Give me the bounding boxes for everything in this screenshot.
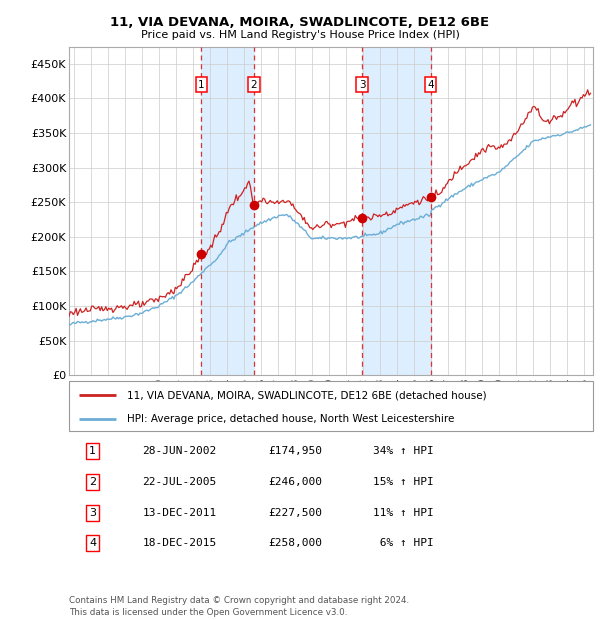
Text: 4: 4 [89, 538, 96, 548]
Text: 6% ↑ HPI: 6% ↑ HPI [373, 538, 434, 548]
Text: 11, VIA DEVANA, MOIRA, SWADLINCOTE, DE12 6BE (detached house): 11, VIA DEVANA, MOIRA, SWADLINCOTE, DE12… [127, 390, 486, 400]
Text: 3: 3 [89, 508, 96, 518]
Text: £258,000: £258,000 [268, 538, 322, 548]
Text: £246,000: £246,000 [268, 477, 322, 487]
Text: 2: 2 [89, 477, 96, 487]
Text: 22-JUL-2005: 22-JUL-2005 [142, 477, 217, 487]
Bar [362, 46, 431, 375]
Text: 15% ↑ HPI: 15% ↑ HPI [373, 477, 434, 487]
Text: 11, VIA DEVANA, MOIRA, SWADLINCOTE, DE12 6BE: 11, VIA DEVANA, MOIRA, SWADLINCOTE, DE12… [110, 16, 490, 29]
Text: £174,950: £174,950 [268, 446, 322, 456]
FancyBboxPatch shape [69, 381, 593, 431]
Text: 11% ↑ HPI: 11% ↑ HPI [373, 508, 434, 518]
Text: 1: 1 [89, 446, 96, 456]
Text: 28-JUN-2002: 28-JUN-2002 [142, 446, 217, 456]
Text: 2: 2 [250, 79, 257, 89]
Bar [202, 46, 254, 375]
Text: HPI: Average price, detached house, North West Leicestershire: HPI: Average price, detached house, Nort… [127, 414, 454, 423]
Text: 18-DEC-2015: 18-DEC-2015 [142, 538, 217, 548]
Text: Contains HM Land Registry data © Crown copyright and database right 2024.
This d: Contains HM Land Registry data © Crown c… [69, 596, 409, 617]
Text: £227,500: £227,500 [268, 508, 322, 518]
Text: 13-DEC-2011: 13-DEC-2011 [142, 508, 217, 518]
Text: 3: 3 [359, 79, 365, 89]
Text: Price paid vs. HM Land Registry's House Price Index (HPI): Price paid vs. HM Land Registry's House … [140, 30, 460, 40]
Text: 1: 1 [198, 79, 205, 89]
Text: 34% ↑ HPI: 34% ↑ HPI [373, 446, 434, 456]
Text: 4: 4 [427, 79, 434, 89]
